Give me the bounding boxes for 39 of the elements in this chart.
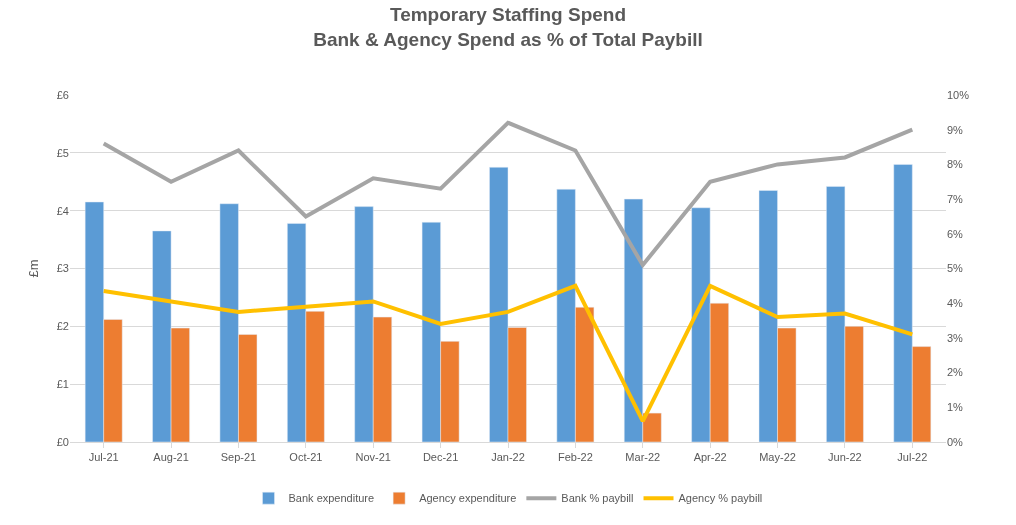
- x-tick-label: May-22: [759, 451, 796, 464]
- y2-tick-label: 2%: [947, 366, 964, 379]
- x-tick-label: Apr-22: [693, 451, 727, 464]
- y2-tick-label: 3%: [947, 331, 964, 344]
- line-series: [101, 120, 915, 268]
- y2-tick-label: 8%: [947, 158, 964, 171]
- y-tick-label: £6: [56, 88, 69, 101]
- y2-tick-label: 5%: [947, 262, 964, 275]
- y-tick-label: £0: [56, 435, 69, 448]
- y2-tick-label: 10%: [947, 88, 970, 101]
- y-tick-label: £2: [56, 320, 69, 333]
- legend-label: Agency expenditure: [419, 492, 517, 505]
- y2-tick-label: 1%: [947, 401, 964, 414]
- y2-tick-label: 4%: [947, 297, 964, 310]
- chart-title: Temporary Staffing Spend Bank & Agency Spend as % of Total Paybill: [313, 4, 703, 50]
- x-tick-label: Jul-21: [88, 451, 119, 464]
- y-axis-title: £m: [25, 259, 41, 278]
- y2-tick-label: 7%: [947, 192, 964, 205]
- y-tick-label: £5: [56, 146, 69, 159]
- y-tick-label: £1: [56, 378, 69, 391]
- x-tick-label: Nov-21: [355, 451, 391, 464]
- y2-tick-label: 6%: [947, 227, 964, 240]
- x-tick-label: Jun-22: [828, 451, 862, 464]
- x-tick-label: Oct-21: [289, 451, 323, 464]
- legend-label: Bank expenditure: [288, 492, 375, 505]
- legend-label: Agency % paybill: [678, 492, 763, 505]
- x-tick-label: Sep-21: [220, 451, 257, 464]
- x-tick-label: Jan-22: [491, 451, 525, 464]
- line-series: [101, 283, 915, 424]
- x-tick-label: Mar-22: [625, 451, 661, 464]
- y2-tick-label: 0%: [947, 435, 964, 448]
- y2-tick-label: 9%: [947, 123, 964, 136]
- x-tick-label: Dec-21: [422, 451, 459, 464]
- x-tick-label: Feb-22: [557, 451, 593, 464]
- x-tick-label: Jul-22: [897, 451, 928, 464]
- legend-label: Bank % paybill: [561, 492, 634, 505]
- x-tick-label: Aug-21: [153, 451, 189, 464]
- y-tick-label: £3: [56, 262, 69, 275]
- y-tick-label: £4: [56, 204, 69, 217]
